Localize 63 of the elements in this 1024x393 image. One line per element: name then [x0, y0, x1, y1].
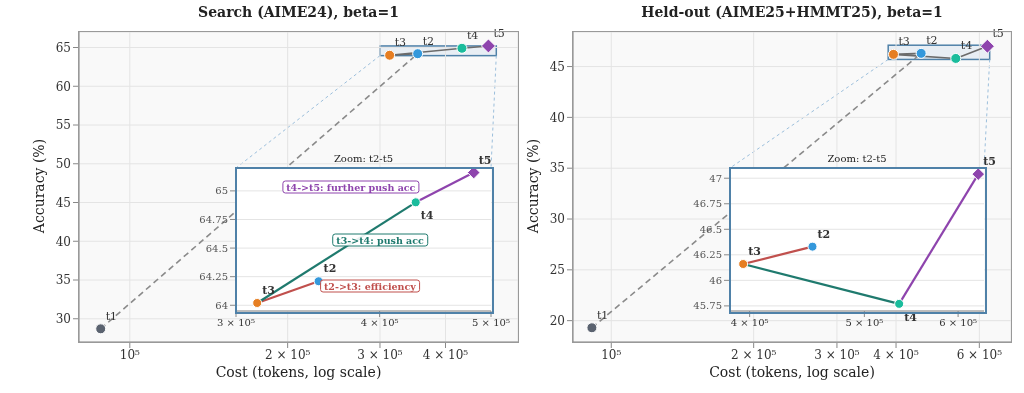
y-axis-title: Accuracy (%)	[31, 137, 47, 236]
x-tick-label: 5 × 10⁵	[845, 317, 884, 329]
x-axis-title: Cost (tokens, log scale)	[214, 364, 383, 380]
x-tick-label: 3 × 10⁵	[217, 317, 255, 329]
y-tick-label: 20	[549, 313, 565, 328]
y-tick-label: 47	[709, 172, 722, 184]
series-label: t3	[748, 245, 761, 259]
series-label: t2	[926, 34, 938, 48]
x-tick-label: 2 × 10⁵	[264, 347, 311, 362]
y-tick-label: 64.5	[205, 242, 228, 254]
y-tick-label: 46.75	[693, 198, 722, 210]
x-tick-label: 3 × 10⁵	[357, 347, 403, 362]
y-tick-label: 64	[215, 299, 228, 311]
series-label: t5	[478, 153, 492, 167]
x-tick-label: 4 × 10⁵	[873, 347, 919, 362]
y-tick-label: 45.75	[693, 300, 722, 312]
y-tick-label: 65	[55, 40, 71, 55]
y-tick-label: 50	[55, 157, 71, 172]
chart-title: Zoom: t2-t5	[333, 153, 394, 164]
chart-title: Search (AIME24), beta=1	[197, 4, 400, 20]
y-tick-label: 35	[55, 273, 71, 288]
annotation: t4->t5: further push acc	[282, 180, 420, 194]
y-tick-label: 45	[55, 195, 71, 210]
x-tick-label: 6 × 10⁵	[939, 317, 978, 329]
x-tick-label: 2 × 10⁵	[730, 347, 777, 362]
x-tick-label: 10⁵	[119, 347, 141, 362]
y-tick-label: 55	[55, 118, 71, 133]
y-tick-label: 60	[55, 79, 71, 94]
y-tick-label: 30	[55, 312, 71, 327]
series-label: t4	[420, 209, 434, 223]
y-tick-label: 40	[549, 110, 565, 125]
series-label: t2	[422, 34, 435, 48]
chart-title: Zoom: t2-t5	[827, 153, 887, 164]
y-axis-title: Accuracy (%)	[525, 137, 541, 236]
y-tick-label: 40	[55, 234, 71, 249]
x-tick-label: 3 × 10⁵	[814, 347, 860, 362]
x-tick-label: 5 × 10⁵	[472, 317, 510, 329]
x-axis-title: Cost (tokens, log scale)	[708, 364, 876, 380]
series-label: t3	[262, 283, 275, 297]
y-tick-label: 30	[549, 212, 565, 227]
x-tick-label: 6 × 10⁵	[956, 347, 1003, 362]
series-label: t2	[323, 262, 337, 276]
y-tick-label: 64.25	[199, 271, 228, 283]
x-tick-label: 4 × 10⁵	[422, 347, 469, 362]
y-tick-label: 64.75	[199, 214, 228, 226]
y-tick-label: 46.25	[693, 249, 722, 261]
y-tick-label: 65	[215, 185, 228, 197]
chart-title: Held-out (AIME25+HMMT25), beta=1	[640, 4, 944, 20]
y-tick-label: 25	[549, 263, 565, 278]
y-tick-label: 35	[549, 161, 565, 176]
y-tick-label: 45	[549, 59, 565, 74]
annotation: t3->t4: push acc	[332, 233, 428, 246]
y-tick-label: 46.5	[699, 223, 722, 235]
series-label: t2	[817, 227, 831, 241]
x-tick-label: 10⁵	[601, 347, 622, 362]
series-label: t5	[983, 155, 997, 169]
series-label: t1	[105, 309, 118, 323]
annotation: t2->t3: efficiency	[319, 279, 420, 293]
series-label: t1	[596, 308, 609, 322]
series-label: t3	[898, 35, 910, 49]
x-tick-label: 4 × 10⁵	[730, 317, 769, 329]
x-tick-label: 4 × 10⁵	[360, 317, 399, 329]
y-tick-label: 46	[709, 274, 722, 286]
